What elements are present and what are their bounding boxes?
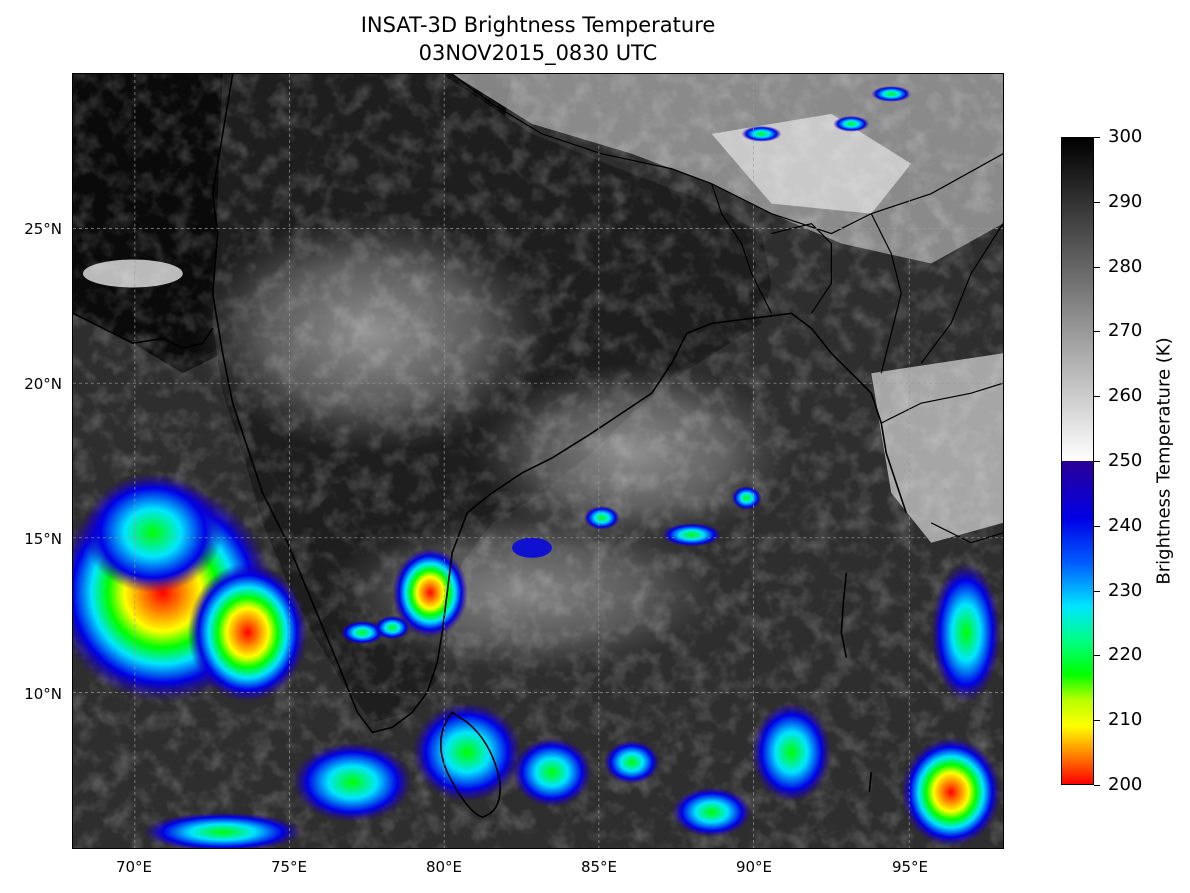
colorbar-tick-label: 220: [1108, 644, 1143, 666]
colorbar-grayscale-segment: [1062, 138, 1093, 461]
kerala-offshore-cell: [187, 562, 308, 703]
colorbar-tick-label: 290: [1108, 190, 1143, 212]
colorbar-tick-mark: [1094, 655, 1100, 657]
lon-label-80e: 80°E: [425, 858, 463, 876]
lon-label-90e: 90°E: [735, 858, 773, 876]
bay-cell-small: [512, 537, 552, 558]
colorbar-title: Brightness Temperature (K): [1153, 337, 1175, 585]
colorbar-tick-label: 200: [1108, 774, 1143, 795]
sri-lanka-coast: [439, 711, 502, 818]
colorbar-tick-mark: [1094, 266, 1100, 268]
colorbar-tick-mark: [1094, 396, 1100, 398]
colorbar-tick-mark: [1094, 137, 1100, 138]
colorbar-tick-label: 240: [1108, 514, 1143, 536]
nicobar-islands: [868, 772, 873, 793]
convective-cells: [73, 85, 1002, 848]
map-title: INSAT-3D Brightness Temperature: [360, 13, 716, 37]
lon-label-75e: 75°E: [270, 858, 308, 876]
bangladesh-border-east: [771, 222, 832, 314]
lat-label-20n: 20°N: [24, 375, 62, 393]
south-east-cell: [901, 737, 1002, 848]
lon-label-85e: 85°E: [580, 858, 618, 876]
map-subtitle: 03NOV2015_0830 UTC: [418, 41, 658, 65]
colorbar-tick-label: 210: [1108, 709, 1143, 731]
bangladesh-border-west: [711, 183, 773, 314]
maldives-cell: [292, 742, 413, 823]
colorbar-tick-mark: [1094, 785, 1100, 786]
south-bay-cell-3: [671, 787, 752, 838]
peninsula-cell: [340, 620, 385, 645]
lat-label-15n: 15°N: [24, 530, 62, 548]
lat-label-10n: 10°N: [24, 685, 62, 703]
tibet-cell-3: [871, 85, 912, 102]
lon-label-70e: 70°E: [115, 858, 153, 876]
tibet-cell: [833, 115, 870, 132]
gridlines: [73, 74, 1003, 848]
andaman-islands: [840, 572, 848, 658]
colorbar-tick-mark: [1094, 590, 1100, 592]
south-bay-cell: [512, 737, 592, 808]
myanmar-border: [870, 213, 902, 374]
bay-cell-4: [731, 485, 762, 510]
borders: [451, 74, 1003, 544]
colorbar-tick-mark: [1094, 461, 1100, 462]
andaman-sea-cell: [751, 702, 832, 803]
colorbar-tick-mark: [1094, 201, 1100, 203]
tibet-cell-2: [741, 125, 782, 142]
colorbar-tick-label: 250: [1108, 450, 1143, 471]
gujarat-coast: [73, 312, 214, 350]
cloud-texture: [73, 74, 1003, 848]
satellite-imagery: [73, 74, 1003, 848]
colorbar-tick-mark: [1094, 720, 1100, 722]
colorbar: [1061, 137, 1094, 785]
mainland-coastline: [211, 74, 907, 734]
colorbar-tick-label: 300: [1108, 126, 1143, 147]
colorbar-tick-label: 260: [1108, 385, 1143, 407]
south-bay-cell-2: [603, 740, 660, 785]
myanmar-border-east: [920, 223, 1003, 364]
colorbar-tick-label: 280: [1108, 255, 1143, 277]
southwest-cell: [142, 812, 303, 848]
satellite-map: [72, 73, 1004, 849]
lon-label-95e: 95°E: [891, 858, 929, 876]
southeast-border: [930, 522, 1003, 544]
colorbar-tick-label: 230: [1108, 579, 1143, 601]
thailand-border: [880, 382, 1003, 424]
east-cell: [931, 562, 1002, 703]
colorbar-tick-mark: [1094, 525, 1100, 527]
bay-cell-3: [661, 522, 722, 547]
bay-cell-2: [583, 505, 620, 530]
coastlines: [73, 74, 907, 818]
arabian-sea-cell-north: [82, 472, 223, 593]
colorbar-color-segment: [1062, 461, 1093, 784]
lat-label-25n: 25°N: [24, 220, 62, 238]
colorbar-tick-mark: [1094, 331, 1100, 333]
sri-lanka-cell: [412, 702, 523, 803]
chennai-cell: [392, 547, 469, 638]
peninsula-cell-2: [374, 615, 411, 640]
colorbar-tick-label: 270: [1108, 320, 1143, 342]
